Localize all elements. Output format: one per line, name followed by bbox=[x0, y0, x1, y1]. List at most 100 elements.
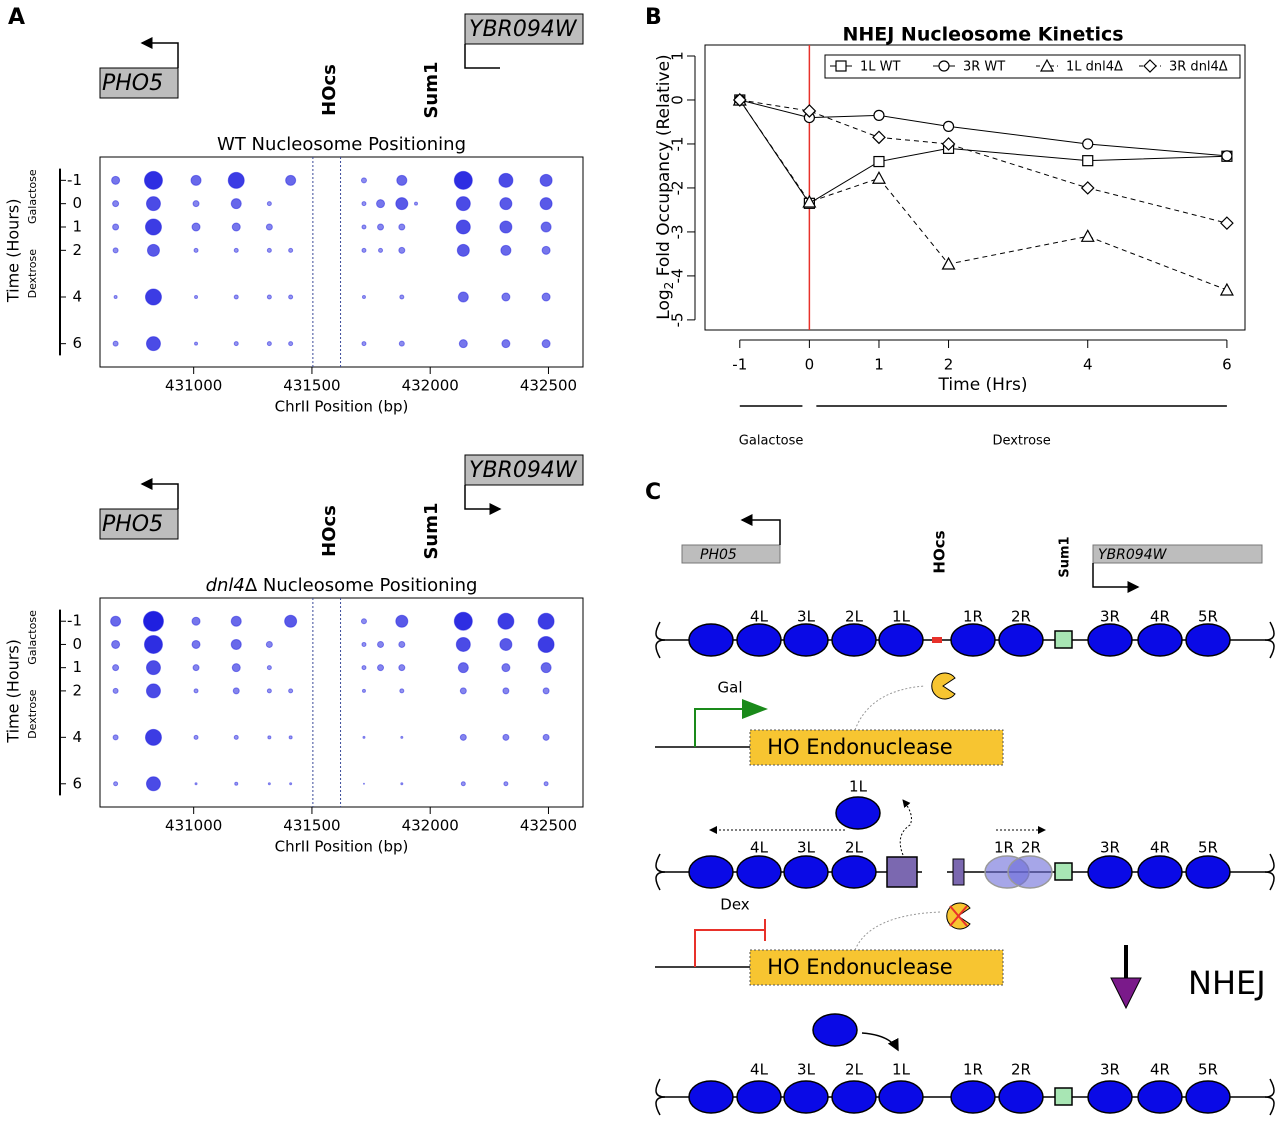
x-tick-label: -1 bbox=[732, 356, 747, 374]
nucleosome-bubble bbox=[378, 247, 384, 253]
nucleosome-bubble bbox=[498, 172, 514, 188]
x-tick-label: 4 bbox=[1083, 356, 1093, 374]
nucleosome-bubble bbox=[377, 640, 385, 648]
nucleosome-bubble bbox=[361, 201, 367, 207]
nucleosome-bubble bbox=[266, 341, 272, 347]
y-tick-label: -2 bbox=[669, 180, 687, 195]
marker bbox=[1082, 138, 1094, 150]
x-tick-label: 431500 bbox=[283, 377, 340, 395]
nucleosome-bubble bbox=[541, 245, 551, 255]
site-label: HOcs bbox=[319, 505, 340, 557]
nucleosome-bubble bbox=[191, 616, 201, 626]
nucleosome-bubble bbox=[540, 221, 552, 233]
title-part: dnl4 bbox=[206, 575, 245, 596]
title-part: Δ Nucleosome Positioning bbox=[245, 575, 478, 596]
nucleosome-bubble bbox=[284, 614, 298, 628]
series-line bbox=[739, 99, 1228, 224]
promoter-arrow bbox=[694, 708, 745, 747]
y-tick-label: -3 bbox=[669, 224, 687, 239]
nucleosome-bubble bbox=[145, 660, 161, 676]
return-arrow bbox=[861, 1032, 899, 1052]
nucleosome-bubble bbox=[289, 782, 293, 786]
y-axis-label: Log2 Fold Occupancy (Relative) bbox=[654, 54, 676, 319]
nucleosome-bubble bbox=[398, 223, 406, 231]
nucleosome-bubble bbox=[360, 618, 367, 625]
y-tick-label: 1 bbox=[669, 51, 687, 61]
eviction-arrow bbox=[899, 799, 912, 856]
plot-frame bbox=[99, 156, 584, 368]
nucleosome-bubble bbox=[191, 639, 201, 649]
nucleosome bbox=[878, 1080, 924, 1114]
nucleosome-bubble bbox=[267, 735, 272, 740]
nucleosome-bubble bbox=[233, 294, 239, 300]
y-label-part: Log bbox=[654, 289, 674, 319]
process-head bbox=[1110, 977, 1142, 1010]
gene-box bbox=[464, 13, 584, 45]
nucleosome bbox=[950, 623, 996, 657]
nucleosome-label: 3R bbox=[1100, 839, 1120, 857]
nucleosome bbox=[783, 855, 829, 889]
nucleosome-bubble bbox=[143, 170, 163, 190]
nucleosome-bubble bbox=[499, 220, 513, 234]
nucleosome-bubble bbox=[144, 288, 162, 306]
nucleosome-bubble bbox=[112, 664, 120, 672]
nucleosome-bubble bbox=[537, 612, 555, 630]
marker bbox=[802, 104, 817, 118]
nucleosome-label: 4R bbox=[1150, 839, 1170, 857]
nucleosome-bubble bbox=[230, 638, 242, 650]
x-tick-label: 6 bbox=[1222, 356, 1232, 374]
nucleosome-bubble bbox=[288, 735, 293, 740]
phase-label: Galactose bbox=[739, 434, 804, 449]
nucleosome-bubble bbox=[193, 247, 199, 253]
nucleosome-bubble bbox=[231, 222, 241, 232]
nucleosome-label: 1L bbox=[892, 1061, 911, 1079]
y-tick-label: -5 bbox=[669, 312, 687, 327]
broken-end bbox=[886, 856, 918, 888]
nucleosome-bubble bbox=[190, 174, 202, 186]
process-label: NHEJ bbox=[1188, 964, 1266, 1002]
nucleosome bbox=[736, 1080, 782, 1114]
nucleosome-bubble bbox=[111, 175, 121, 185]
plot-frame bbox=[704, 44, 1246, 331]
ho-box bbox=[749, 949, 1004, 986]
nucleosome-bubble bbox=[455, 219, 471, 235]
nucleosome-bubble bbox=[455, 196, 471, 212]
nucleosome-bubble bbox=[376, 199, 386, 209]
nucleosome bbox=[688, 855, 734, 889]
nucleosome-label: 2R bbox=[1021, 839, 1041, 857]
nucleosome-bubble bbox=[265, 223, 273, 231]
gene-label: YBR094W bbox=[469, 458, 578, 483]
site-label: Sum1 bbox=[1058, 536, 1073, 577]
phase-label: Dextrose bbox=[992, 434, 1050, 449]
nucleosome-bubble bbox=[398, 640, 406, 648]
nucleosome-bubble bbox=[399, 688, 405, 694]
nucleosome-bubble bbox=[266, 688, 272, 694]
marker bbox=[873, 155, 885, 168]
nucleosome-bubble bbox=[288, 294, 294, 300]
cross bbox=[949, 905, 968, 927]
y-axis-label: Time (Hours) bbox=[4, 199, 23, 304]
nucleosome-bubble bbox=[192, 664, 200, 672]
nucleosome bbox=[1185, 855, 1231, 889]
y-tick-label: -1 bbox=[669, 136, 687, 151]
y-tick-label: -1 bbox=[67, 612, 82, 630]
nucleosome-label: 4L bbox=[750, 1061, 769, 1079]
sum1-site bbox=[1054, 862, 1073, 881]
nucleosome-label: 4R bbox=[1150, 1061, 1170, 1079]
y-tick-label: 2 bbox=[72, 241, 82, 259]
nucleosome-label: 4L bbox=[750, 608, 769, 626]
condition-label: Galactose bbox=[26, 169, 39, 224]
nucleosome-label: 2L bbox=[845, 839, 864, 857]
gene-label: YBR094W bbox=[1098, 547, 1168, 563]
gene-box bbox=[99, 508, 179, 540]
y-tick-label: 6 bbox=[72, 334, 82, 352]
nucleosome-bubble bbox=[361, 688, 366, 693]
sum1-site bbox=[1054, 1087, 1073, 1106]
nucleosome-bubble bbox=[193, 688, 199, 694]
gene-box bbox=[681, 544, 781, 564]
endonuclease bbox=[931, 672, 956, 700]
nucleosome-bubble bbox=[501, 663, 511, 673]
nucleosome-bubble bbox=[112, 200, 120, 208]
y-tick-label: 4 bbox=[72, 288, 82, 306]
